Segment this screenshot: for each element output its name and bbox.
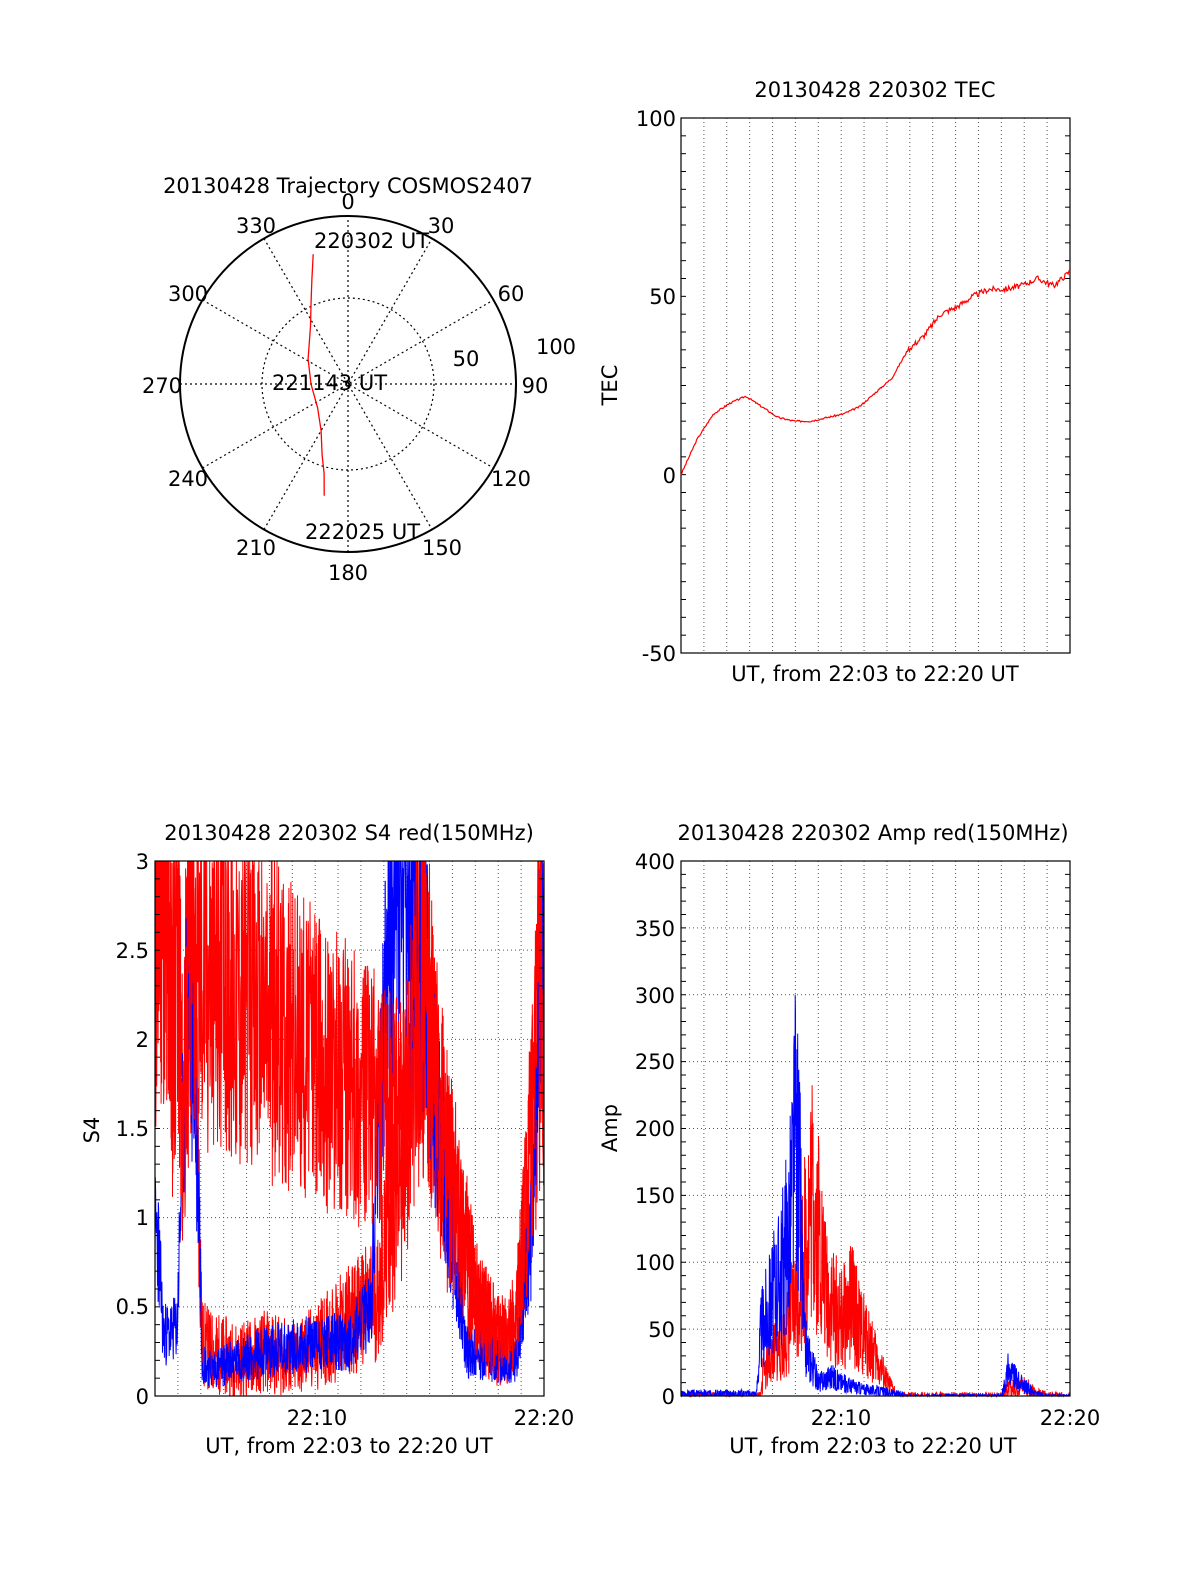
s4-minor-ticks [155,878,544,1379]
polar-radial-circle-50 [261,297,435,471]
time-label-end: 222025 UT [305,520,420,544]
s4-ytick-2: 2 [136,1028,149,1052]
amp-grid [681,861,1070,1396]
polar-trajectory-chart: 20130428 Trajectory COSMOS2407 0 30 60 9… [142,174,576,585]
amp-ytick-50: 50 [648,1318,675,1342]
s4-xtick-2210: 22:10 [287,1406,348,1430]
polar-spoke-120 [202,299,494,469]
tec-minor-ticks [681,135,1070,636]
angle-label-210: 210 [236,536,276,560]
tec-ytick-100: 100 [636,107,676,131]
amp-ytick-300: 300 [635,984,675,1008]
radial-label-100: 100 [536,335,576,359]
s4-series-blue [154,860,545,1388]
amp-xlabel: UT, from 22:03 to 22:20 UT [729,1434,1017,1458]
polar-spoke-60 [202,299,494,469]
amp-ytick-400: 400 [635,850,675,874]
amp-xtick-2210: 22:10 [811,1406,872,1430]
s4-ylabel: S4 [80,1117,104,1144]
s4-ytick-3: 3 [136,850,149,874]
polar-spoke-30 [263,238,433,530]
amp-title: 20130428 220302 Amp red(150MHz) [677,821,1068,845]
tec-grid [703,118,1048,653]
angle-label-0: 0 [341,190,354,214]
amp-chart: 20130428 220302 Amp red(150MHz) 400 350 … [598,821,1100,1458]
amp-ylabel: Amp [598,1104,622,1152]
tec-chart: 20130428 220302 TEC 100 50 0 -50 TEC UT,… [598,78,1071,686]
amp-xtick-2220: 22:20 [1040,1406,1101,1430]
polar-spokes [180,216,516,552]
amp-ytick-200: 200 [635,1117,675,1141]
trajectory-line [307,254,325,496]
s4-ytick-0.5: 0.5 [116,1295,149,1319]
amp-ytick-350: 350 [635,917,675,941]
angle-label-60: 60 [498,282,525,306]
amp-ytick-100: 100 [635,1251,675,1275]
amp-ytick-150: 150 [635,1184,675,1208]
s4-chart: 20130428 220302 S4 red(150MHz) 3 2.5 2 1… [80,821,574,1458]
radial-label-50: 50 [453,347,480,371]
tec-title: 20130428 220302 TEC [754,78,995,102]
time-label-mid: 221143 UT [272,371,387,395]
tec-ytick-minus50: -50 [642,642,676,666]
time-label-start: 220302 UT [314,229,429,253]
amp-series-red [681,1085,1071,1398]
angle-label-150: 150 [422,536,462,560]
tec-ytick-50: 50 [649,285,676,309]
angle-label-300: 300 [168,282,208,306]
tec-series-line [680,269,1071,476]
amp-minor-ticks [681,873,1070,1384]
amp-ytick-250: 250 [635,1050,675,1074]
s4-ytick-0: 0 [136,1385,149,1409]
s4-title: 20130428 220302 S4 red(150MHz) [164,821,534,845]
angle-label-30: 30 [428,214,455,238]
tec-ytick-0: 0 [663,464,676,488]
s4-xlabel: UT, from 22:03 to 22:20 UT [205,1434,493,1458]
polar-spoke-150 [263,238,433,530]
s4-ytick-2.5: 2.5 [116,939,149,963]
s4-ytick-1.5: 1.5 [116,1117,149,1141]
polar-angle-labels: 0 30 60 90 120 150 180 210 240 270 300 3… [142,190,548,585]
s4-ytick-1: 1 [136,1206,149,1230]
tec-axes-box [680,117,1071,654]
angle-label-270: 270 [142,374,182,398]
tec-ylabel: TEC [598,365,622,407]
angle-label-330: 330 [236,214,276,238]
angle-label-120: 120 [491,467,531,491]
amp-axes-box [680,860,1071,1397]
angle-label-240: 240 [168,467,208,491]
angle-label-180: 180 [328,561,368,585]
tec-xlabel: UT, from 22:03 to 22:20 UT [731,662,1019,686]
s4-xtick-2220: 22:20 [514,1406,575,1430]
polar-title: 20130428 Trajectory COSMOS2407 [163,174,533,198]
amp-series-blue [680,994,1071,1398]
angle-label-90: 90 [522,374,549,398]
amp-ytick-0: 0 [662,1385,675,1409]
s4-series-red-overlay [154,860,545,1381]
